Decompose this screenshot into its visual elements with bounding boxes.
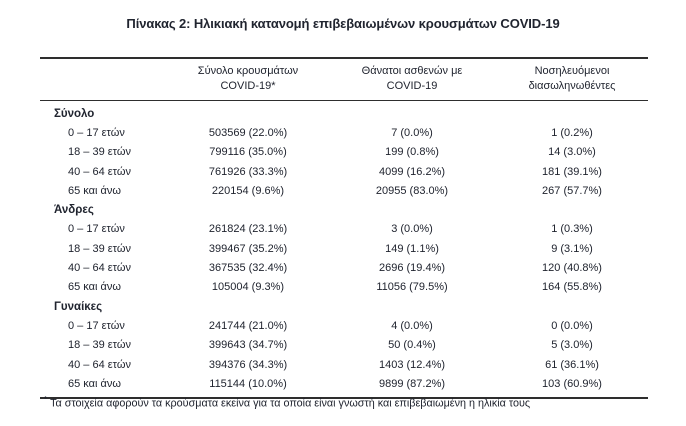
cases-cell: 503569 (22.0%) <box>208 126 288 139</box>
cases-cell: 241744 (21.0%) <box>208 319 288 332</box>
table-row: 40 – 64 ετών 394376 (34.3%) 1403 (12.4%)… <box>40 355 648 374</box>
intubated-cell: 103 (60.9%) <box>542 377 602 390</box>
cases-cell: 105004 (9.3%) <box>211 281 285 294</box>
intubated-cell: 164 (55.8%) <box>542 281 602 294</box>
intubated-cell: 267 (57.7%) <box>542 184 602 197</box>
age-group-label: 65 και άνω <box>68 281 121 294</box>
deaths-cell: 1403 (12.4%) <box>378 358 446 371</box>
intubated-cell: 1 (0.3%) <box>551 223 593 236</box>
deaths-cell: 9899 (87.2%) <box>378 377 446 390</box>
cases-cell: 399643 (34.7%) <box>208 339 288 352</box>
page-title: Πίνακας 2: Ηλικιακή κατανομή επιβεβαιωμέ… <box>126 16 560 31</box>
intubated-cell: 14 (3.0%) <box>548 146 596 159</box>
deaths-cell: 11056 (79.5%) <box>376 281 448 294</box>
age-group-label: 18 – 39 ετών <box>68 242 131 255</box>
column-header-deaths-line2: COVID-19 <box>386 79 438 92</box>
age-group-label: 65 και άνω <box>68 377 121 390</box>
table-footnote: * Τα στοιχεία αφορούν τα κρούσματα εκείνα… <box>44 395 654 410</box>
section-header-total: Σύνολο <box>40 104 648 123</box>
age-group-label: 18 – 39 ετών <box>68 339 131 352</box>
cases-cell: 261824 (23.1%) <box>208 223 288 236</box>
age-group-label: 65 και άνω <box>68 184 121 197</box>
table-row: 65 και άνω 115144 (10.0%) 9899 (87.2%) 1… <box>40 374 648 393</box>
column-header-intubated-line1: Νοσηλευόμενοι <box>534 65 610 77</box>
intubated-cell: 9 (3.1%) <box>551 242 593 255</box>
table-row: 0 – 17 ετών 261824 (23.1%) 3 (0.0%) 1 (0… <box>40 220 648 239</box>
table-row: 40 – 64 ετών 761926 (33.3%) 4099 (16.2%)… <box>40 162 648 181</box>
table-row: 0 – 17 ετών 241744 (21.0%) 4 (0.0%) 0 (0… <box>40 316 648 335</box>
section-header-label: Σύνολο <box>54 107 95 120</box>
intubated-cell: 61 (36.1%) <box>545 358 599 371</box>
section-header-women: Γυναίκες <box>40 297 648 316</box>
intubated-cell: 181 (39.1%) <box>542 165 602 178</box>
column-header-cases-line2: COVID-19* <box>220 79 276 92</box>
cases-cell: 115144 (10.0%) <box>209 377 287 390</box>
section-header-men: Άνδρες <box>40 200 648 219</box>
footnote-asterisk: * <box>44 395 48 404</box>
table-row: 65 και άνω 105004 (9.3%) 11056 (79.5%) 1… <box>40 278 648 297</box>
deaths-cell: 4 (0.0%) <box>391 319 433 332</box>
age-group-label: 40 – 64 ετών <box>68 358 131 371</box>
column-header-intubated: Νοσηλευόμενοι διασωληνωθέντες <box>496 64 648 93</box>
table-row: 0 – 17 ετών 503569 (22.0%) 7 (0.0%) 1 (0… <box>40 123 648 142</box>
table-row: 18 – 39 ετών 799116 (35.0%) 199 (0.8%) 1… <box>40 143 648 162</box>
deaths-cell: 4099 (16.2%) <box>378 165 446 178</box>
deaths-cell: 20955 (83.0%) <box>375 184 449 197</box>
table-header-row: Σύνολο κρουσμάτων COVID-19* Θάνατοι ασθε… <box>40 59 648 101</box>
table-body: Σύνολο 0 – 17 ετών 503569 (22.0%) 7 (0.0… <box>40 101 648 397</box>
cases-cell: 367535 (32.4%) <box>208 262 288 275</box>
column-header-intubated-line2: διασωληνωθέντες <box>528 79 616 92</box>
intubated-cell: 1 (0.2%) <box>551 126 593 139</box>
intubated-cell: 120 (40.8%) <box>542 262 602 275</box>
cases-cell: 399467 (35.2%) <box>208 242 288 255</box>
deaths-cell: 149 (1.1%) <box>385 242 439 255</box>
section-header-label: Γυναίκες <box>54 300 103 313</box>
deaths-cell: 7 (0.0%) <box>391 126 433 139</box>
deaths-cell: 2696 (19.4%) <box>378 262 446 275</box>
footnote-text: Τα στοιχεία αφορούν τα κρούσματα εκείνα … <box>50 397 531 410</box>
column-header-cases-line1: Σύνολο κρουσμάτων <box>197 65 299 77</box>
table-row: 18 – 39 ετών 399643 (34.7%) 50 (0.4%) 5 … <box>40 336 648 355</box>
table-row: 40 – 64 ετών 367535 (32.4%) 2696 (19.4%)… <box>40 258 648 277</box>
column-header-empty <box>40 64 168 93</box>
age-group-label: 18 – 39 ετών <box>68 146 131 159</box>
age-group-label: 40 – 64 ετών <box>68 165 131 178</box>
deaths-cell: 3 (0.0%) <box>391 223 433 236</box>
deaths-cell: 50 (0.4%) <box>388 339 436 352</box>
column-header-deaths: Θάνατοι ασθενών με COVID-19 <box>328 64 496 93</box>
deaths-cell: 199 (0.8%) <box>385 146 439 159</box>
cases-cell: 799116 (35.0%) <box>209 146 287 159</box>
section-header-label: Άνδρες <box>54 204 94 217</box>
age-group-label: 0 – 17 ετών <box>68 319 125 332</box>
cases-cell: 394376 (34.3%) <box>208 358 288 371</box>
intubated-cell: 5 (3.0%) <box>551 339 593 352</box>
intubated-cell: 0 (0.0%) <box>551 319 593 332</box>
age-group-label: 40 – 64 ετών <box>68 262 131 275</box>
age-group-label: 0 – 17 ετών <box>68 126 125 139</box>
cases-cell: 220154 (9.6%) <box>211 184 285 197</box>
table-row: 65 και άνω 220154 (9.6%) 20955 (83.0%) 2… <box>40 181 648 200</box>
age-group-label: 0 – 17 ετών <box>68 223 125 236</box>
covid-age-distribution-table: Σύνολο κρουσμάτων COVID-19* Θάνατοι ασθε… <box>40 57 648 400</box>
cases-cell: 761926 (33.3%) <box>208 165 288 178</box>
column-header-deaths-line1: Θάνατοι ασθενών με <box>361 65 463 77</box>
table-row: 18 – 39 ετών 399467 (35.2%) 149 (1.1%) 9… <box>40 239 648 258</box>
column-header-cases: Σύνολο κρουσμάτων COVID-19* <box>168 64 328 93</box>
